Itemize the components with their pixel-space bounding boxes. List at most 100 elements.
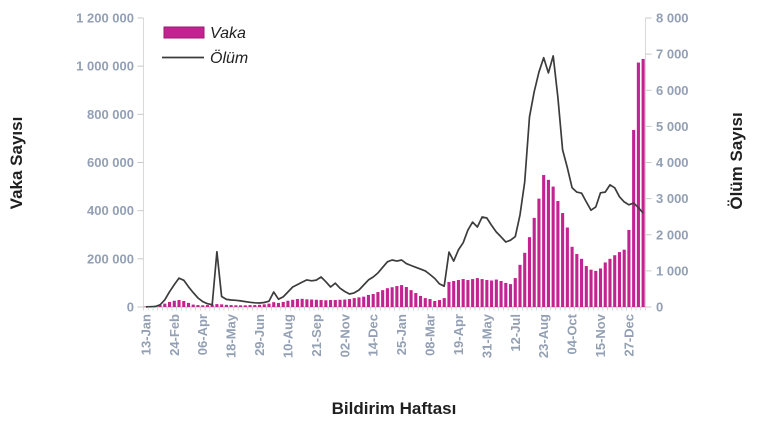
case-bar (239, 305, 243, 307)
case-bar (381, 290, 385, 307)
death-line-series (145, 55, 644, 308)
case-bar (617, 252, 621, 307)
case-bar (272, 302, 276, 307)
case-bar (551, 186, 555, 307)
case-bar (485, 280, 489, 307)
case-bar (257, 304, 262, 307)
case-bar (343, 299, 347, 307)
case-bar (594, 270, 598, 308)
case-bar (499, 280, 503, 307)
case-bar (253, 305, 257, 307)
case-bar (437, 300, 442, 307)
case-bar (215, 304, 219, 307)
case-bar (532, 217, 536, 307)
case-bar (234, 305, 238, 307)
axis-ticks-and-labels: 0 200 000 400 000 600 000 800 000 1 000 000 1 … (76, 11, 688, 359)
legend-label-vaka: Vaka (210, 25, 246, 42)
case-bar (428, 299, 432, 307)
case-bar (286, 300, 290, 307)
left-axis-tick-label: 1 000 000 (76, 59, 134, 74)
legend-label-olum: Ölüm (210, 49, 248, 67)
x-axis-date-label: 06-Apr (195, 314, 210, 355)
case-bar (494, 279, 498, 307)
case-bar (537, 198, 541, 308)
right-axis-tick-label: 0 (656, 300, 663, 315)
x-axis-date-label: 08-Mar (423, 314, 438, 356)
case-bar (172, 300, 176, 307)
case-bar (395, 286, 399, 307)
case-bar (622, 249, 626, 307)
case-bar (580, 258, 584, 307)
case-bar (338, 299, 342, 307)
case-bar (300, 298, 304, 307)
case-bar (518, 264, 522, 307)
case-bar (584, 266, 588, 307)
case-bars-series (144, 58, 645, 308)
case-bar (163, 303, 167, 307)
case-bar (556, 201, 560, 307)
case-bar (186, 302, 191, 307)
case-bar (281, 301, 285, 307)
case-bar (565, 227, 569, 307)
case-bar (158, 305, 162, 307)
case-bar (598, 268, 603, 307)
x-axis-date-label: 29-Jun (252, 314, 267, 356)
left-axis-tick-label: 400 000 (87, 203, 134, 218)
case-bar (191, 304, 195, 307)
case-bar (295, 299, 299, 307)
case-bar (357, 297, 361, 307)
case-bar (352, 298, 356, 307)
case-bar (575, 254, 579, 307)
left-axis-tick-label: 800 000 (87, 107, 134, 122)
x-axis-date-label: 27-Dec (621, 314, 636, 357)
case-bar (433, 300, 437, 307)
right-axis-tick-label: 6 000 (656, 83, 689, 98)
case-bar (371, 294, 375, 307)
case-bar (636, 62, 640, 307)
case-bar (452, 280, 456, 307)
case-bar (447, 281, 451, 307)
case-bar (400, 285, 404, 307)
case-bar (291, 299, 295, 307)
right-axis-tick-label: 7 000 (656, 47, 689, 62)
case-bar (305, 299, 309, 307)
left-axis-title: Vaka Sayısı (7, 117, 26, 210)
case-bar (362, 296, 366, 307)
left-axis-tick-label: 200 000 (87, 251, 134, 266)
case-bar (229, 305, 233, 307)
case-bar (347, 299, 352, 307)
x-axis-date-label: 24-Feb (167, 314, 182, 356)
case-bar (385, 288, 389, 307)
case-bar (196, 305, 200, 307)
case-bar (504, 282, 508, 307)
right-axis-title: Ölüm Sayısı (727, 112, 746, 209)
case-bar (248, 305, 252, 307)
case-bar (419, 295, 423, 307)
case-bar (201, 305, 205, 307)
case-bar (466, 280, 470, 307)
case-bar (205, 305, 209, 307)
case-bar (404, 287, 408, 307)
x-axis-date-label: 13-Jan (138, 314, 153, 355)
right-axis-tick-label: 2 000 (656, 227, 689, 242)
case-bar (461, 279, 465, 307)
x-axis-date-label: 25-Jan (394, 314, 409, 355)
case-bar (414, 293, 418, 307)
death-line (145, 55, 644, 308)
right-axis-tick-label: 5 000 (656, 119, 689, 134)
x-axis-date-label: 18-May (224, 313, 239, 358)
case-bar (210, 304, 214, 307)
right-axis-tick-label: 1 000 (656, 263, 689, 278)
left-axis-tick-label: 600 000 (87, 155, 134, 170)
case-bar (390, 287, 394, 307)
case-bar (589, 269, 593, 307)
case-bar (632, 129, 636, 307)
case-bar (319, 300, 323, 307)
legend-bar-swatch (163, 26, 205, 39)
case-bar (608, 258, 612, 307)
case-bar (366, 294, 370, 307)
case-bar (177, 300, 181, 307)
case-bar (456, 280, 460, 307)
case-bar (546, 179, 550, 307)
